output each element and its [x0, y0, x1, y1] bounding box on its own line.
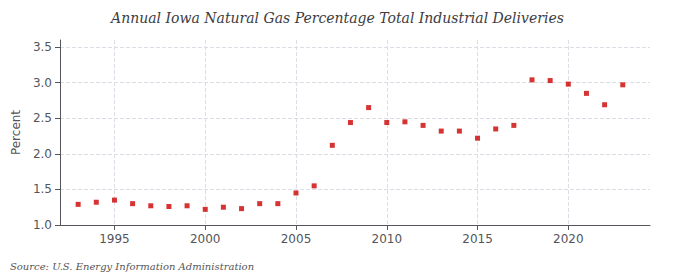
svg-text:2010: 2010 [371, 232, 402, 246]
svg-text:1995: 1995 [99, 232, 130, 246]
svg-text:2.0: 2.0 [33, 147, 52, 161]
svg-text:3.5: 3.5 [33, 40, 52, 54]
svg-text:1.5: 1.5 [33, 182, 52, 196]
svg-text:2020: 2020 [553, 232, 584, 246]
svg-text:2.5: 2.5 [33, 111, 52, 125]
svg-text:3.0: 3.0 [33, 76, 52, 90]
svg-text:Source: U.S. Energy Informatio: Source: U.S. Energy Information Administ… [10, 261, 254, 272]
svg-text:1.0: 1.0 [33, 218, 52, 232]
svg-text:2015: 2015 [462, 232, 493, 246]
svg-text:2005: 2005 [281, 232, 312, 246]
svg-text:2000: 2000 [190, 232, 221, 246]
svg-text:Annual Iowa Natural Gas Percen: Annual Iowa Natural Gas Percentage Total… [109, 10, 564, 26]
svg-text:Percent: Percent [9, 110, 23, 155]
